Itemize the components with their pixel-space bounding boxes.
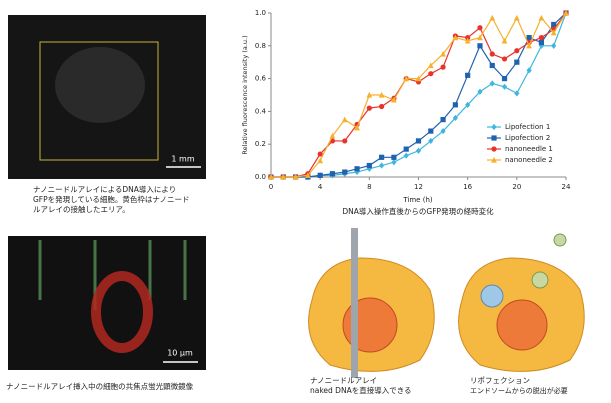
marker bbox=[416, 138, 421, 143]
caption-line: GFPを発現している細胞。黄色枠はナノニード bbox=[33, 194, 190, 204]
marker bbox=[404, 153, 409, 159]
legend-label: Lipofection 2 bbox=[505, 134, 550, 142]
legend-label: Lipofection 1 bbox=[505, 123, 550, 131]
marker bbox=[342, 169, 347, 174]
marker bbox=[440, 65, 445, 70]
diagram-label: ナノニードルアレイ bbox=[310, 376, 377, 385]
marker bbox=[514, 15, 520, 21]
marker bbox=[502, 84, 507, 90]
marker bbox=[391, 155, 396, 160]
marker bbox=[490, 80, 495, 86]
diagram-label: リポフェクション bbox=[470, 376, 530, 385]
caption-line: ルアレイの接触したエリア。 bbox=[33, 204, 130, 214]
marker bbox=[428, 128, 433, 133]
x-tick-label: 8 bbox=[367, 183, 371, 191]
marker bbox=[502, 38, 508, 44]
caption: ナノニードルアレイ挿入中の細胞の共焦点蛍光顕微鏡像 bbox=[6, 381, 194, 391]
y-tick-label: 0.0 bbox=[255, 173, 266, 181]
x-tick-label: 24 bbox=[562, 183, 571, 191]
caption: DNA導入操作直後からのGFP発現の経時変化 bbox=[342, 206, 494, 216]
y-tick-label: 0.8 bbox=[255, 42, 266, 50]
marker bbox=[379, 155, 384, 160]
marker bbox=[318, 173, 323, 178]
x-tick-label: 4 bbox=[318, 183, 323, 191]
x-axis-label: Time (h) bbox=[402, 196, 433, 204]
figure: 1 mm ナノニードルアレイによるDNA導入により GFPを発現している細胞。黄… bbox=[0, 0, 611, 403]
marker bbox=[539, 35, 544, 40]
marker bbox=[379, 104, 384, 109]
marker bbox=[491, 146, 496, 151]
marker bbox=[404, 147, 409, 152]
marker bbox=[477, 25, 482, 30]
legend-label: nanoneedle 1 bbox=[505, 145, 553, 153]
x-tick-label: 16 bbox=[463, 183, 472, 191]
caption-line: ナノニードルアレイによるDNA導入により bbox=[33, 184, 176, 194]
marker bbox=[514, 60, 519, 65]
marker bbox=[502, 76, 507, 81]
lipoplex bbox=[532, 272, 548, 288]
marker bbox=[428, 71, 433, 76]
diagram-label: エンドソームからの脱出が必要 bbox=[470, 386, 568, 395]
y-tick-label: 0.2 bbox=[255, 140, 266, 148]
marker bbox=[490, 51, 495, 56]
marker bbox=[342, 117, 348, 123]
nucleus bbox=[497, 300, 547, 350]
marker bbox=[489, 15, 495, 21]
marker bbox=[391, 159, 396, 165]
marker bbox=[514, 48, 519, 53]
marker bbox=[453, 102, 458, 107]
marker bbox=[491, 135, 496, 140]
marker bbox=[440, 117, 445, 122]
cell-area bbox=[55, 47, 145, 123]
nanoneedle bbox=[351, 228, 358, 378]
marker bbox=[491, 124, 496, 130]
marker bbox=[539, 15, 545, 21]
marker bbox=[354, 166, 359, 171]
endosome bbox=[481, 285, 503, 307]
marker bbox=[539, 40, 544, 45]
lipoplex bbox=[554, 234, 566, 246]
marker bbox=[551, 43, 556, 49]
marker bbox=[477, 43, 482, 48]
marker bbox=[527, 35, 532, 40]
x-tick-label: 20 bbox=[512, 183, 521, 191]
scale-label: 10 μm bbox=[167, 349, 193, 358]
marker bbox=[490, 63, 495, 68]
x-tick-label: 12 bbox=[414, 183, 423, 191]
marker bbox=[465, 73, 470, 78]
x-tick-label: 0 bbox=[269, 183, 273, 191]
diagram-label: naked DNAを直接導入できる bbox=[310, 385, 412, 395]
plot: 0.0 0.2 0.4 0.6 0.8 1.0 0 4 8 12 16 20 24 Lipofection… bbox=[255, 9, 571, 191]
marker bbox=[379, 162, 384, 168]
marker bbox=[342, 138, 347, 143]
marker bbox=[330, 171, 335, 176]
y-axis-label: Relative fluorescence intensity (a.u.) bbox=[241, 35, 249, 154]
y-tick-label: 1.0 bbox=[255, 9, 266, 17]
marker bbox=[502, 56, 507, 61]
y-tick-label: 0.6 bbox=[255, 75, 267, 83]
scale-label: 1 mm bbox=[171, 155, 194, 164]
marker bbox=[367, 106, 372, 111]
y-tick-label: 0.4 bbox=[255, 107, 267, 115]
marker bbox=[367, 163, 372, 168]
legend-label: nanoneedle 2 bbox=[505, 156, 553, 164]
